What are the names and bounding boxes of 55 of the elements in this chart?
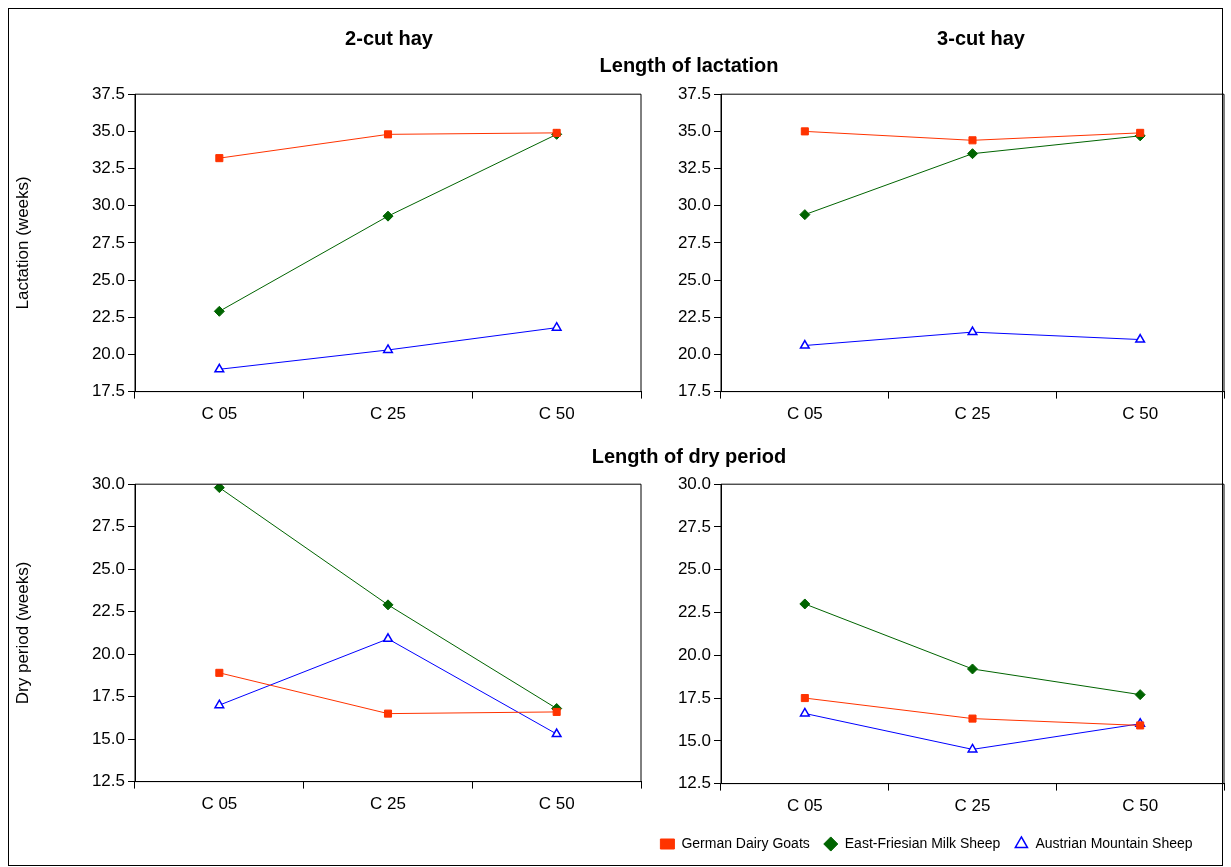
y-tick-label: 30.0	[91, 473, 125, 493]
x-tick-label: C 25	[954, 404, 991, 424]
y-tick-label: 25.0	[677, 559, 711, 579]
y-tick-label: 25.0	[677, 269, 711, 289]
chart-title: 3-cut hay	[936, 27, 1026, 50]
y-tick-label: 17.5	[677, 381, 711, 401]
y-axis-title: Lactation (weeks)	[12, 176, 32, 310]
y-axis-title: Dry period (weeks)	[12, 561, 32, 705]
text: Length of lactation	[598, 54, 780, 77]
y-tick-label: 35.0	[91, 121, 125, 141]
y-tick-label: 20.0	[91, 344, 125, 364]
legend-label: German Dairy Goats	[681, 834, 810, 851]
y-tick-label: 25.0	[91, 558, 125, 578]
y-tick-label: 17.5	[91, 381, 125, 401]
x-tick-label: C 50	[1122, 796, 1159, 816]
x-tick-label: C 25	[370, 794, 406, 814]
y-tick-label: 32.5	[677, 158, 711, 178]
y-tick-label: 17.5	[677, 687, 711, 707]
chart-title: 2-cut hay	[344, 27, 434, 50]
y-tick-label: 25.0	[91, 269, 125, 289]
y-tick-label: 15.0	[91, 728, 125, 748]
y-tick-label: 30.0	[91, 195, 125, 215]
y-tick-label: 22.5	[91, 306, 125, 326]
y-tick-label: 30.0	[677, 195, 711, 215]
x-tick-label: C 05	[786, 404, 823, 424]
y-tick-label: 27.5	[91, 516, 125, 536]
x-tick-label: C 05	[786, 796, 823, 816]
x-tick-label: C 25	[954, 796, 991, 816]
y-tick-label: 35.0	[677, 121, 711, 141]
y-tick-label: 20.0	[677, 644, 711, 664]
x-tick-label: C 50	[538, 794, 575, 814]
y-tick-label: 32.5	[91, 158, 125, 178]
y-tick-label: 20.0	[91, 643, 125, 663]
y-tick-label: 17.5	[91, 686, 125, 706]
y-tick-label: 27.5	[91, 232, 125, 252]
y-tick-label: 12.5	[91, 771, 125, 791]
y-tick-label: 22.5	[677, 602, 711, 622]
legend-label: Austrian Mountain Sheep	[1035, 834, 1193, 851]
legend-label: East-Friesian Milk Sheep	[844, 834, 1001, 851]
y-tick-label: 20.0	[677, 344, 711, 364]
y-tick-label: 30.0	[677, 473, 711, 493]
y-tick-label: 22.5	[677, 306, 711, 326]
y-tick-label: 27.5	[677, 516, 711, 536]
y-tick-label: 37.5	[91, 83, 125, 103]
x-tick-label: C 50	[538, 404, 575, 424]
x-tick-label: C 05	[201, 794, 238, 814]
y-tick-label: 15.0	[677, 730, 711, 750]
y-tick-label: 37.5	[677, 83, 711, 103]
text: Length of dry period	[590, 445, 788, 468]
y-tick-label: 12.5	[677, 773, 711, 793]
y-tick-label: 22.5	[91, 601, 125, 621]
x-tick-label: C 50	[1122, 404, 1159, 424]
x-tick-label: C 05	[201, 404, 238, 424]
y-tick-label: 27.5	[677, 232, 711, 252]
x-tick-label: C 25	[370, 404, 406, 424]
